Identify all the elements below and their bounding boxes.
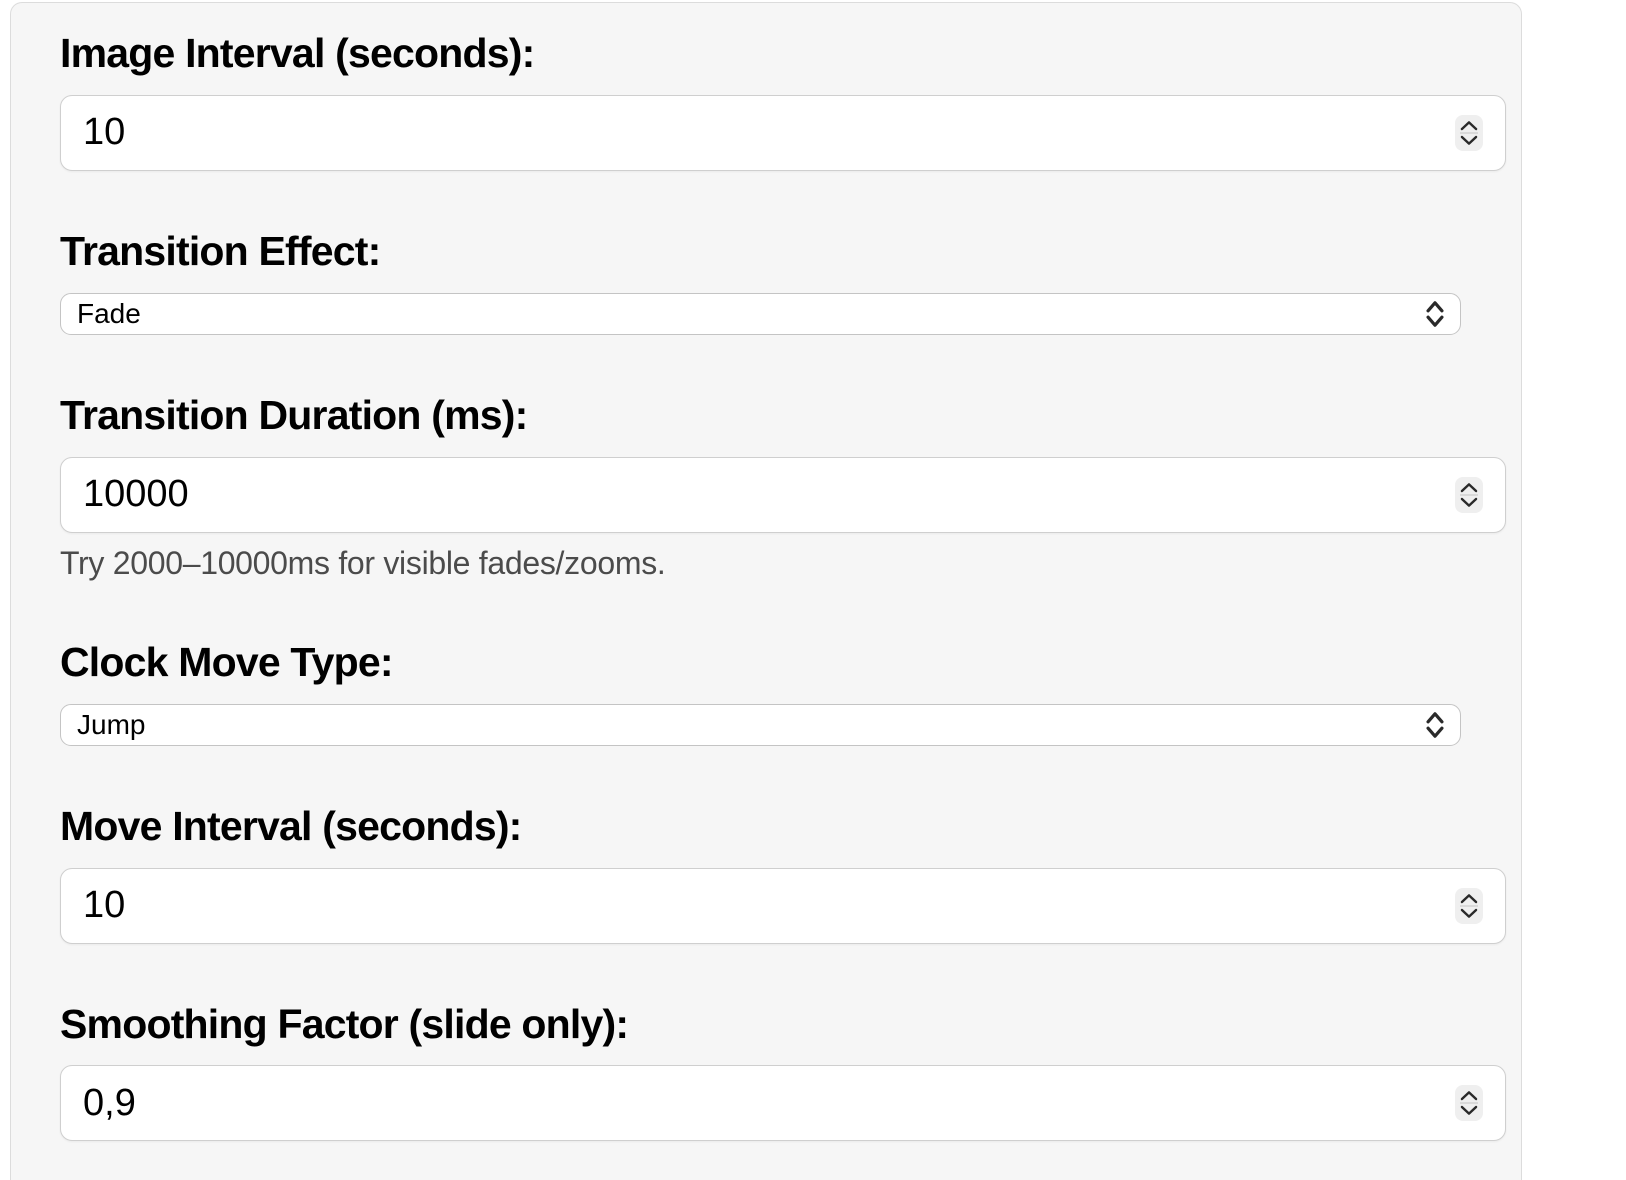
transition-duration-help: Try 2000–10000ms for visible fades/zooms… bbox=[60, 544, 666, 581]
transition-effect-select-wrap: Fade bbox=[60, 292, 1461, 335]
field-smoothing-factor: Smoothing Factor (slide only): bbox=[60, 1000, 1506, 1142]
move-interval-label: Move Interval (seconds): bbox=[60, 802, 522, 849]
stepper-down-icon bbox=[1460, 135, 1478, 145]
smoothing-factor-label: Smoothing Factor (slide only): bbox=[60, 1000, 629, 1047]
stepper-down-icon bbox=[1460, 497, 1478, 507]
clock-move-type-select[interactable]: Jump bbox=[60, 703, 1461, 746]
stepper-up-icon bbox=[1460, 121, 1478, 131]
transition-duration-input-wrap bbox=[60, 456, 1506, 533]
stepper-up-icon bbox=[1460, 482, 1478, 492]
transition-duration-input[interactable] bbox=[60, 456, 1506, 533]
transition-duration-stepper[interactable] bbox=[1455, 476, 1483, 513]
image-interval-label: Image Interval (seconds): bbox=[60, 30, 535, 76]
smoothing-factor-input[interactable] bbox=[60, 1065, 1506, 1142]
smoothing-factor-stepper[interactable] bbox=[1455, 1085, 1483, 1122]
field-image-interval: Image Interval (seconds): bbox=[60, 30, 1506, 171]
stepper-divider bbox=[1460, 131, 1478, 134]
image-interval-stepper[interactable] bbox=[1455, 114, 1483, 151]
move-interval-input-wrap bbox=[60, 867, 1506, 944]
field-transition-effect: Transition Effect: Fade bbox=[60, 227, 1506, 335]
image-interval-input[interactable] bbox=[60, 94, 1506, 171]
move-interval-stepper[interactable] bbox=[1455, 887, 1483, 924]
stepper-divider bbox=[1460, 904, 1478, 907]
smoothing-factor-input-wrap bbox=[60, 1065, 1506, 1142]
field-clock-move-type: Clock Move Type: Jump bbox=[60, 638, 1506, 746]
transition-effect-label: Transition Effect: bbox=[60, 227, 381, 274]
stepper-up-icon bbox=[1460, 893, 1478, 903]
settings-panel: Image Interval (seconds): Transition Eff… bbox=[10, 2, 1522, 1180]
move-interval-input[interactable] bbox=[60, 867, 1506, 944]
clock-move-type-label: Clock Move Type: bbox=[60, 638, 394, 685]
stepper-divider bbox=[1460, 1102, 1478, 1105]
clock-move-type-select-wrap: Jump bbox=[60, 703, 1461, 746]
transition-effect-select[interactable]: Fade bbox=[60, 292, 1461, 335]
stepper-down-icon bbox=[1460, 908, 1478, 918]
stepper-up-icon bbox=[1460, 1091, 1478, 1101]
transition-duration-label: Transition Duration (ms): bbox=[60, 391, 528, 438]
field-transition-duration: Transition Duration (ms): Try 2000–10000… bbox=[60, 391, 1506, 582]
stepper-down-icon bbox=[1460, 1106, 1478, 1116]
image-interval-input-wrap bbox=[60, 94, 1506, 171]
field-move-interval: Move Interval (seconds): bbox=[60, 802, 1506, 944]
stepper-divider bbox=[1460, 493, 1478, 496]
